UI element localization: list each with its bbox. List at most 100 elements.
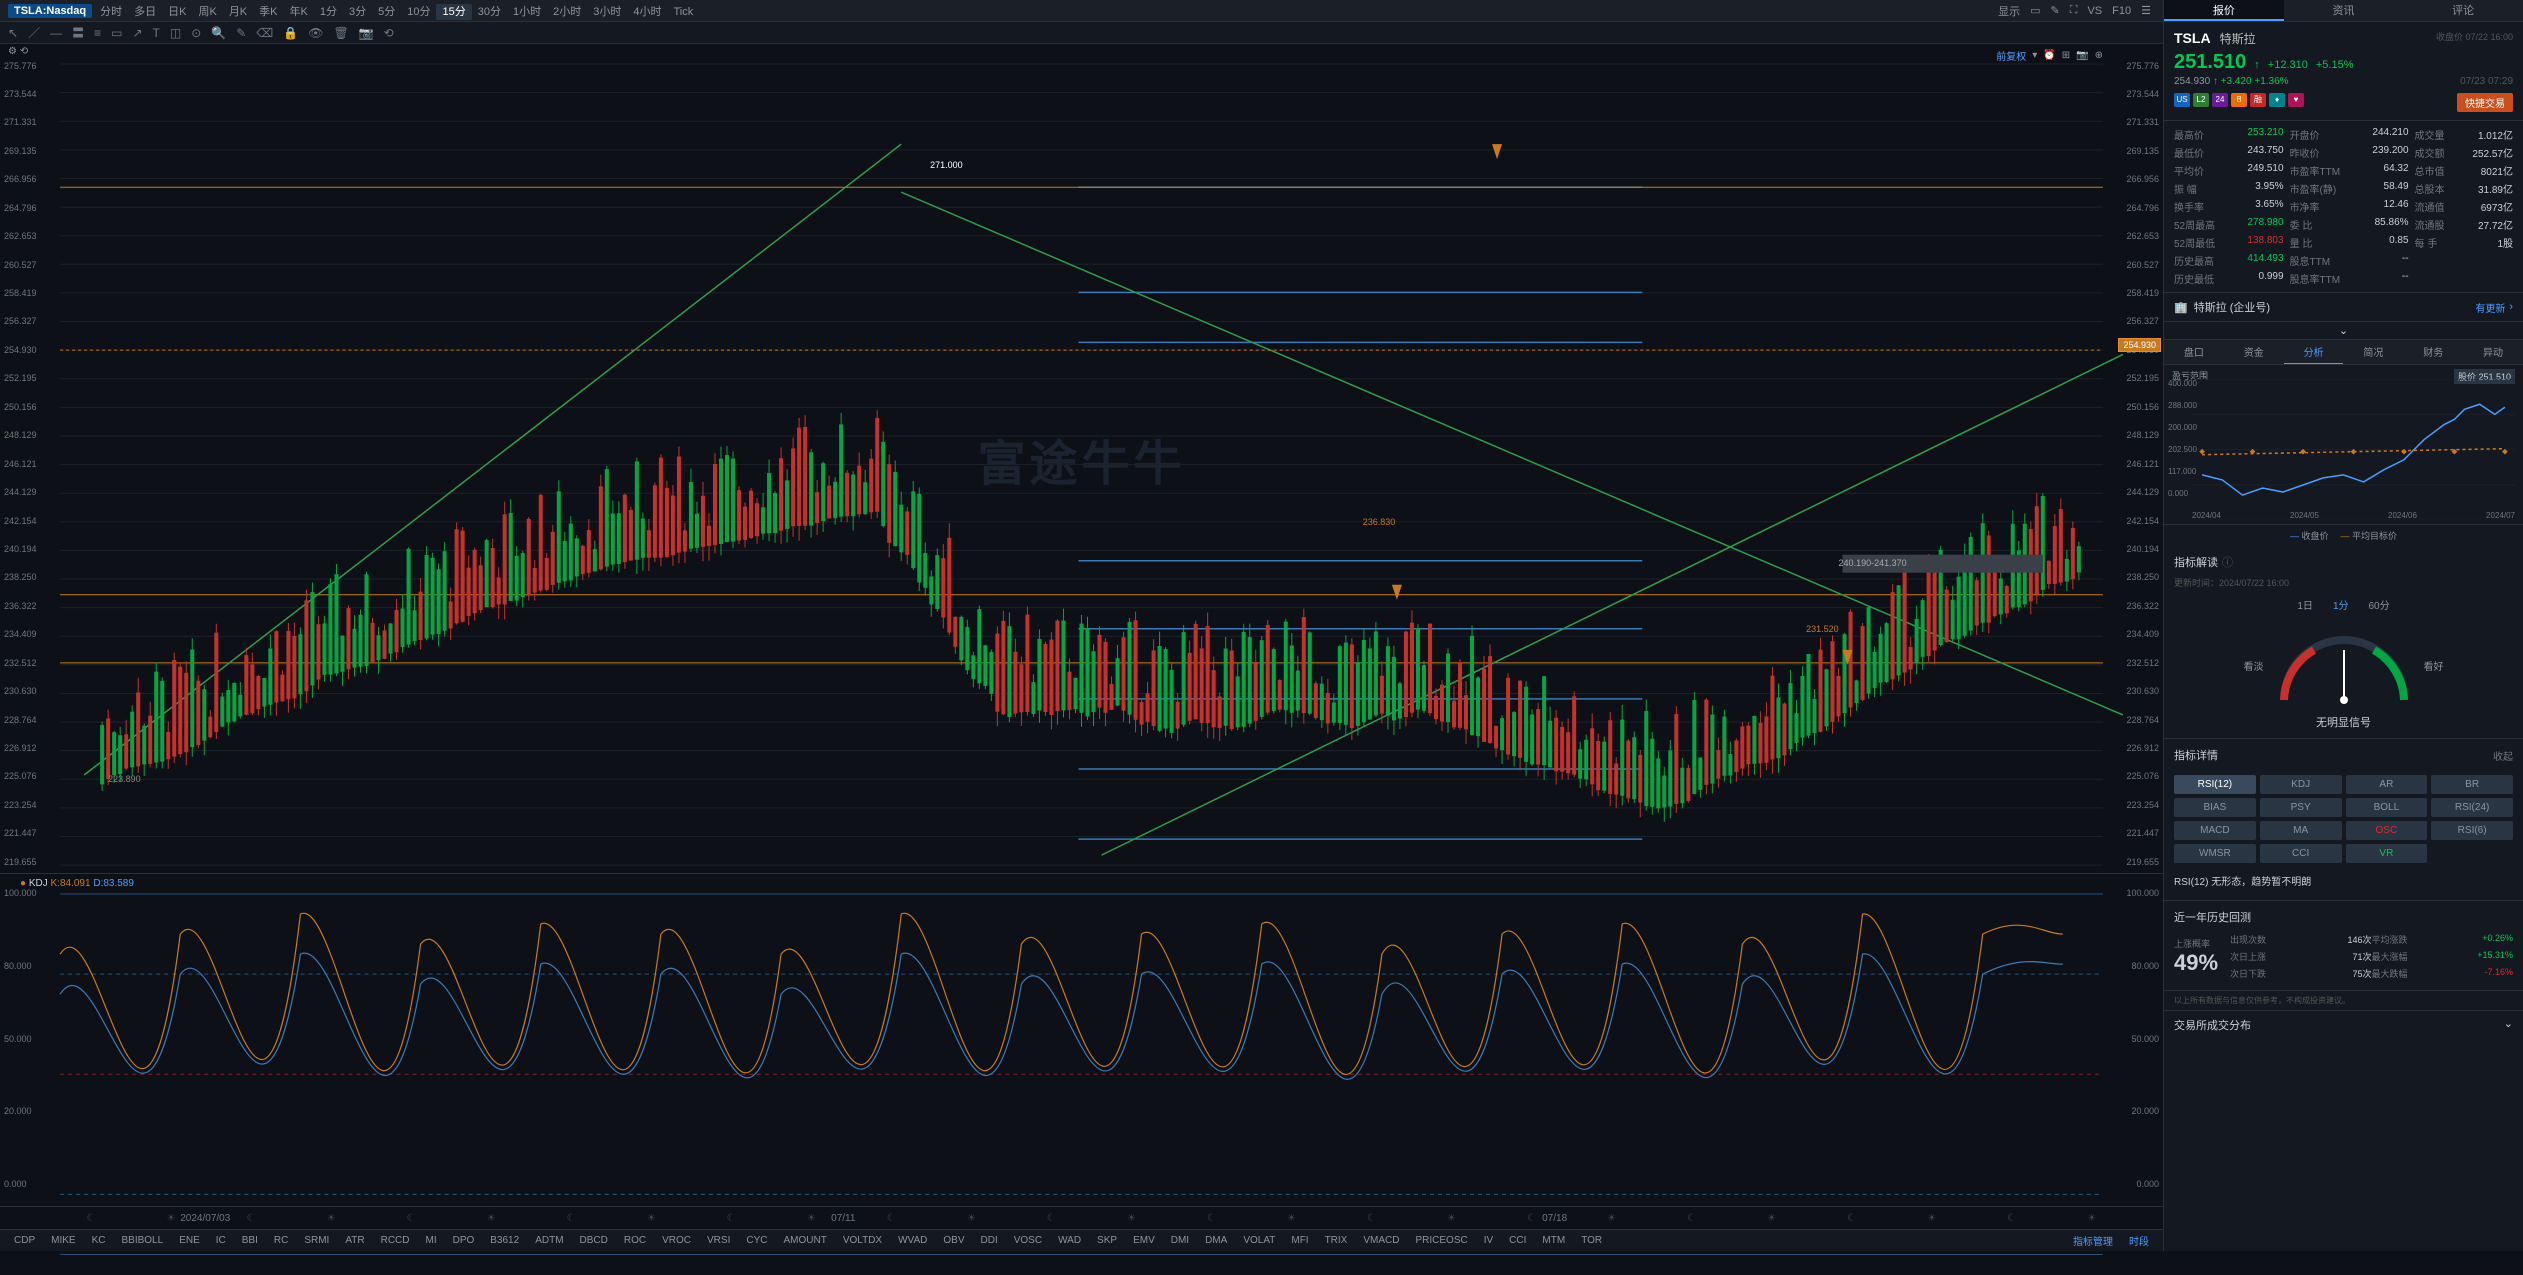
layout-icon[interactable]: ▭ xyxy=(2026,4,2044,17)
timeframe-3分[interactable]: 3分 xyxy=(343,4,372,20)
timeframe-多日[interactable]: 多日 xyxy=(128,4,162,20)
crosshair-icon[interactable]: ✎ xyxy=(2047,4,2064,17)
chart-settings-icon[interactable]: ⚙ ⟲ xyxy=(8,46,28,57)
ticker-badge[interactable]: TSLA:Nasdaq xyxy=(8,4,92,18)
f10-button[interactable]: F10 xyxy=(2108,5,2135,17)
chevron-right-icon[interactable]: › xyxy=(2509,301,2513,313)
eraser-icon[interactable]: ⌫ xyxy=(256,26,273,40)
chevron-down-icon[interactable]: ⌄ xyxy=(2504,1017,2513,1030)
badge[interactable]: 融 xyxy=(2250,93,2266,107)
ind-btn-MACD[interactable]: MACD xyxy=(2174,821,2256,840)
quick-trade-button[interactable]: 快捷交易 xyxy=(2457,93,2513,112)
subtab-盘口[interactable]: 盘口 xyxy=(2164,340,2224,364)
ind-btn-PSY[interactable]: PSY xyxy=(2260,798,2342,817)
timeframe-周K[interactable]: 周K xyxy=(192,4,222,20)
help-icon[interactable]: ⓘ xyxy=(2222,554,2233,570)
zoom-icon[interactable]: 🔍 xyxy=(211,26,226,40)
badge[interactable]: ♦ xyxy=(2269,93,2285,107)
subtab-财务[interactable]: 财务 xyxy=(2403,340,2463,364)
settings2-icon[interactable]: ⊞ xyxy=(2062,50,2070,61)
list-icon[interactable]: ☰ xyxy=(2137,4,2155,17)
mini-chart[interactable]: 盈亏范围 股价 251.510 400.000288.000200.000202… xyxy=(2164,365,2523,525)
timeframe-10分[interactable]: 10分 xyxy=(401,4,436,20)
timeframe-Tick[interactable]: Tick xyxy=(667,4,699,20)
brush-icon[interactable]: ✎ xyxy=(236,26,246,40)
timeframe-30分[interactable]: 30分 xyxy=(472,4,507,20)
badge[interactable]: B xyxy=(2231,93,2247,107)
badge[interactable]: ♥ xyxy=(2288,93,2304,107)
reading-tf-1日[interactable]: 1日 xyxy=(2297,597,2313,612)
timeframe-5分[interactable]: 5分 xyxy=(372,4,401,20)
price-chart[interactable]: ⚙ ⟲ 前复权 ▾ ⏰ ⊞ 📷 ⊕ 富途牛牛 275.776273.544271… xyxy=(0,44,2163,874)
reading-tf-1分[interactable]: 1分 xyxy=(2333,597,2349,612)
eye-icon[interactable]: 👁 xyxy=(308,26,323,40)
expand-icon[interactable]: ⌄ xyxy=(2164,322,2523,340)
fullscreen-icon[interactable]: ⛶ xyxy=(2066,4,2082,17)
sidebar-tab-评论[interactable]: 评论 xyxy=(2403,0,2523,21)
ind-btn-RSI(12)[interactable]: RSI(12) xyxy=(2174,775,2256,794)
ind-btn-BIAS[interactable]: BIAS xyxy=(2174,798,2256,817)
vs-button[interactable]: VS xyxy=(2083,5,2106,17)
timeframe-1小时[interactable]: 1小时 xyxy=(507,4,547,20)
sidebar-tab-报价[interactable]: 报价 xyxy=(2164,0,2284,21)
ind-btn-RSI(6)[interactable]: RSI(6) xyxy=(2431,821,2513,840)
ind-btn-KDJ[interactable]: KDJ xyxy=(2260,775,2342,794)
alert-icon[interactable]: ⏰ xyxy=(2043,50,2055,61)
company-more[interactable]: 有更新 xyxy=(2475,300,2505,315)
timeframe-分时[interactable]: 分时 xyxy=(94,4,128,20)
timeframe-月K[interactable]: 月K xyxy=(223,4,253,20)
refresh-icon[interactable]: ⟲ xyxy=(384,26,394,40)
ind-btn-OSC[interactable]: OSC xyxy=(2346,821,2428,840)
ind-btn-MA[interactable]: MA xyxy=(2260,821,2342,840)
ind-btn-AR[interactable]: AR xyxy=(2346,775,2428,794)
subtab-资金[interactable]: 资金 xyxy=(2224,340,2284,364)
subtab-简况[interactable]: 简况 xyxy=(2343,340,2403,364)
timeframe-15分[interactable]: 15分 xyxy=(436,4,471,20)
timeframe-日K[interactable]: 日K xyxy=(162,4,192,20)
indicator-grid: RSI(12)KDJARBR BIASPSYBOLLRSI(24) MACDMAOS… xyxy=(2174,769,2513,869)
sidebar-tab-资讯[interactable]: 资讯 xyxy=(2284,0,2404,21)
hline-icon[interactable]: — xyxy=(50,26,62,40)
timeframe-2小时[interactable]: 2小时 xyxy=(547,4,587,20)
text-icon[interactable]: T xyxy=(153,26,160,40)
kdj-dot[interactable]: ● xyxy=(20,878,26,889)
sidebar-tabs: 报价资讯评论 xyxy=(2164,0,2523,22)
ind-btn-VR[interactable]: VR xyxy=(2346,844,2428,863)
timeframe-4小时[interactable]: 4小时 xyxy=(627,4,667,20)
trash-icon[interactable]: 🗑 xyxy=(333,26,348,40)
badge[interactable]: US xyxy=(2174,93,2190,107)
ruler-icon[interactable]: ◫ xyxy=(170,26,181,40)
timeframe-3小时[interactable]: 3小时 xyxy=(587,4,627,20)
line-icon[interactable]: ／ xyxy=(28,24,40,41)
badge[interactable]: L2 xyxy=(2193,93,2209,107)
collapse-button[interactable]: 收起 xyxy=(2493,748,2513,763)
ind-btn-BOLL[interactable]: BOLL xyxy=(2346,798,2428,817)
more-icon[interactable]: ⊕ xyxy=(2095,50,2103,61)
lock-icon[interactable]: 🔒 xyxy=(283,26,298,40)
timeframe-年K[interactable]: 年K xyxy=(284,4,314,20)
subtab-异动[interactable]: 异动 xyxy=(2463,340,2523,364)
camera2-icon[interactable]: 📷 xyxy=(2076,50,2088,61)
magnet-icon[interactable]: ⊙ xyxy=(191,26,201,40)
ind-btn-WMSR[interactable]: WMSR xyxy=(2174,844,2256,863)
adjust-dropdown[interactable]: 前复权 xyxy=(1996,48,2026,63)
timeframe-1分[interactable]: 1分 xyxy=(314,4,343,20)
cursor-icon[interactable]: ↖ xyxy=(8,26,18,40)
chevron-down-icon[interactable]: ▾ xyxy=(2032,50,2037,61)
bottom-section[interactable]: 交易所成交分布 ⌄ xyxy=(2164,1010,2523,1039)
ind-btn-BR[interactable]: BR xyxy=(2431,775,2513,794)
ind-btn-CCI[interactable]: CCI xyxy=(2260,844,2342,863)
badge[interactable]: 24 xyxy=(2212,93,2228,107)
timeframe-季K[interactable]: 季K xyxy=(253,4,283,20)
camera-icon[interactable]: 📷 xyxy=(359,26,374,40)
display-menu[interactable]: 显示 xyxy=(1994,3,2024,19)
fib-icon[interactable]: ≡ xyxy=(94,26,101,40)
kdj-chart[interactable]: ● KDJ K:84.091 D:83.589 100.00080.00050.… xyxy=(0,874,2163,1207)
subtab-分析[interactable]: 分析 xyxy=(2284,340,2344,364)
company-row[interactable]: 🏢 特斯拉 (企业号) 有更新 › xyxy=(2164,293,2523,322)
rect-icon[interactable]: ▭ xyxy=(111,26,122,40)
ind-btn-RSI(24)[interactable]: RSI(24) xyxy=(2431,798,2513,817)
reading-tf-60分[interactable]: 60分 xyxy=(2369,597,2390,612)
arrow-icon[interactable]: ↗ xyxy=(132,26,142,40)
channel-icon[interactable]: 〓 xyxy=(72,24,84,41)
